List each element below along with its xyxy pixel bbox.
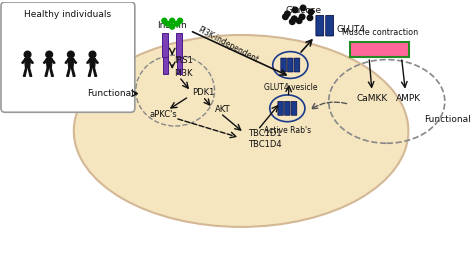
Circle shape: [283, 14, 288, 19]
Circle shape: [284, 11, 290, 17]
Polygon shape: [176, 33, 182, 57]
Circle shape: [162, 18, 167, 23]
FancyBboxPatch shape: [284, 101, 290, 115]
Polygon shape: [71, 67, 75, 76]
Polygon shape: [51, 59, 55, 63]
Circle shape: [301, 5, 306, 11]
Polygon shape: [22, 59, 26, 63]
Circle shape: [67, 51, 74, 58]
Circle shape: [170, 18, 174, 23]
Text: GLUT4: GLUT4: [337, 25, 365, 34]
Circle shape: [178, 18, 182, 23]
Polygon shape: [29, 59, 33, 63]
Text: Functional: Functional: [424, 115, 471, 124]
Text: Functional: Functional: [87, 89, 134, 98]
Text: AMPK: AMPK: [396, 94, 421, 103]
Circle shape: [296, 18, 302, 24]
Polygon shape: [88, 67, 92, 76]
Polygon shape: [46, 59, 52, 67]
FancyBboxPatch shape: [291, 101, 297, 115]
Text: GLUT4 vesicle: GLUT4 vesicle: [264, 83, 317, 92]
FancyBboxPatch shape: [288, 58, 293, 72]
Polygon shape: [177, 57, 182, 74]
Text: TBC1D1
TBC1D4: TBC1D1 TBC1D4: [248, 129, 282, 149]
Circle shape: [170, 24, 174, 29]
Text: PI3K: PI3K: [174, 69, 192, 78]
Circle shape: [307, 15, 313, 20]
Circle shape: [290, 19, 295, 25]
FancyBboxPatch shape: [294, 58, 300, 72]
Polygon shape: [45, 67, 49, 76]
Polygon shape: [73, 59, 77, 63]
Text: PI3K-independent: PI3K-independent: [197, 25, 260, 64]
Polygon shape: [93, 67, 97, 76]
Text: CaMKK: CaMKK: [356, 94, 388, 103]
Circle shape: [46, 51, 53, 58]
Text: Insulin: Insulin: [157, 20, 187, 30]
Circle shape: [300, 14, 305, 19]
Polygon shape: [23, 67, 27, 76]
FancyBboxPatch shape: [350, 42, 410, 57]
Circle shape: [24, 51, 31, 58]
Text: PDK1: PDK1: [192, 88, 214, 97]
Text: IRS1: IRS1: [174, 56, 193, 65]
FancyBboxPatch shape: [1, 2, 135, 112]
Polygon shape: [28, 67, 32, 76]
Circle shape: [292, 7, 298, 13]
FancyBboxPatch shape: [278, 101, 283, 115]
Circle shape: [308, 9, 314, 15]
Polygon shape: [25, 59, 30, 67]
Polygon shape: [67, 67, 71, 76]
Ellipse shape: [74, 35, 409, 227]
Circle shape: [89, 51, 96, 58]
Polygon shape: [43, 59, 47, 63]
Polygon shape: [87, 59, 91, 63]
Polygon shape: [94, 59, 99, 63]
Text: Healthy individuals: Healthy individuals: [24, 10, 111, 19]
Polygon shape: [163, 57, 168, 74]
Circle shape: [165, 21, 170, 26]
Text: Active Rab's: Active Rab's: [264, 126, 311, 135]
Polygon shape: [65, 59, 69, 63]
Polygon shape: [90, 59, 95, 67]
FancyBboxPatch shape: [326, 15, 334, 36]
Polygon shape: [163, 33, 168, 57]
Circle shape: [174, 21, 180, 26]
FancyBboxPatch shape: [316, 15, 324, 36]
Text: AKT: AKT: [215, 105, 230, 114]
Polygon shape: [50, 67, 54, 76]
Text: aPKC's: aPKC's: [150, 110, 177, 119]
FancyBboxPatch shape: [281, 58, 286, 72]
Polygon shape: [68, 59, 74, 67]
Circle shape: [292, 16, 297, 22]
Text: Muscle contraction: Muscle contraction: [342, 28, 418, 37]
Text: Glucose: Glucose: [285, 6, 321, 15]
